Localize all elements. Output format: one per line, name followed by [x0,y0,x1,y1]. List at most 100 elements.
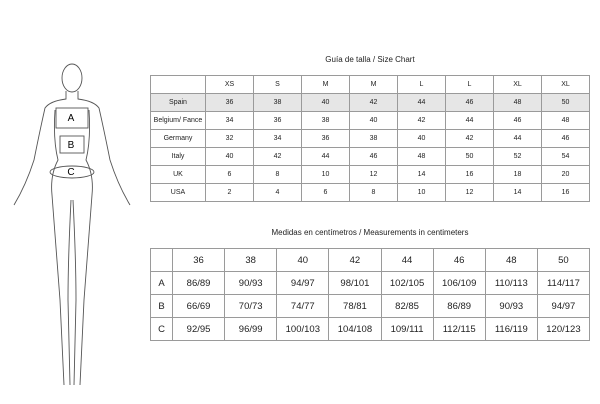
row: Italy 40 42 44 46 48 50 52 54 [150,147,590,166]
cell: 42 [253,147,302,166]
cell: 6 [205,165,254,184]
row: Spain 36 38 40 42 44 46 48 50 [150,93,590,112]
cell: S [253,75,302,94]
row: Belgium/ Fance 34 36 38 40 42 44 46 48 [150,111,590,130]
cell: 52 [493,147,542,166]
cell: L [445,75,494,94]
cell: 40 [301,93,350,112]
cell: 42 [445,129,494,148]
table-title: Medidas en centímetros / Measurements in… [271,228,469,237]
cell: 46 [541,129,590,148]
cell: XS [205,75,254,94]
cell: 106/109 [432,271,486,295]
cell: Spain [150,93,206,112]
cell: 10 [397,183,446,202]
cell: 94/97 [276,271,330,295]
cell: 38 [253,93,302,112]
cell: 36 [205,93,254,112]
cell: Germany [150,129,206,148]
cell: 18 [493,165,542,184]
cell: B [150,294,173,318]
cell: 8 [349,183,398,202]
row: UK 6 8 10 12 14 16 18 20 [150,165,590,184]
cell: 16 [445,165,494,184]
row: B 66/69 70/73 74/77 78/81 82/85 86/89 90/93 94/9… [150,294,591,318]
cell: XL [493,75,542,94]
measurement-table: 36 38 40 42 44 46 48 50 A 86/89 90/93 94/97 98/101 10… [150,248,591,341]
cell: USA [150,183,206,202]
cell: 98/101 [328,271,382,295]
cell: M [349,75,398,94]
label: B [68,140,75,151]
body-figure: A B C [13,63,131,386]
cell: 44 [301,147,350,166]
cell: 94/97 [536,294,591,318]
cell: 48 [541,111,590,130]
cell: 46 [349,147,398,166]
cell: 92/95 [171,317,226,341]
cell: 46 [493,111,542,130]
cell: 44 [493,129,542,148]
cell: 42 [328,248,382,272]
cell: Belgium/ Fance [150,111,206,130]
cell: Italy [150,147,206,166]
cell: A [150,271,173,295]
cell: 34 [253,129,302,148]
cell: 70/73 [224,294,278,318]
cell: 82/85 [380,294,434,318]
cell: 104/108 [328,317,382,341]
cell [150,75,206,94]
label: A [68,113,75,124]
row: Germany 32 34 36 38 40 42 44 46 [150,129,590,148]
cell: 48 [397,147,446,166]
cell: 44 [397,93,446,112]
cell: 114/117 [536,271,591,295]
label: C [67,167,74,178]
cell: 40 [205,147,254,166]
cell: 14 [397,165,446,184]
cell: 46 [432,248,486,272]
cell: 102/105 [380,271,434,295]
cell: 6 [301,183,350,202]
cell: 32 [205,129,254,148]
cell: 16 [541,183,590,202]
cell: 38 [301,111,350,130]
cell: 42 [397,111,446,130]
cell: 109/111 [380,317,434,341]
cell: 86/89 [171,271,226,295]
cell: 12 [445,183,494,202]
cell: XL [541,75,590,94]
cell: 34 [205,111,254,130]
cell: 96/99 [224,317,278,341]
cell: 36 [301,129,350,148]
cell [150,248,173,272]
cell: 36 [171,248,226,272]
cell: 74/77 [276,294,330,318]
cell: 14 [493,183,542,202]
cell: L [397,75,446,94]
cell: UK [150,165,206,184]
row: C 92/95 96/99 100/103 104/108 109/111 112/115 1… [150,317,591,341]
cell: 86/89 [432,294,486,318]
row: A 86/89 90/93 94/97 98/101 102/105 106/109 110/… [150,271,591,295]
cell: 112/115 [432,317,486,341]
cell: 48 [493,93,542,112]
cell: 12 [349,165,398,184]
cell: 116/119 [484,317,538,341]
cell: 38 [349,129,398,148]
cell: 50 [536,248,591,272]
cell: 50 [445,147,494,166]
cell: 54 [541,147,590,166]
cell: 100/103 [276,317,330,341]
cell: 44 [380,248,434,272]
size-table: XS S M M L L XL XL Spain 36 38 40 42 44 46 48 50 Belgium/… [150,75,590,202]
cell: 44 [445,111,494,130]
cell: 36 [253,111,302,130]
cell: 90/93 [484,294,538,318]
cell: 8 [253,165,302,184]
cell: 10 [301,165,350,184]
cell: 48 [484,248,538,272]
cell: 66/69 [171,294,226,318]
cell: 42 [349,93,398,112]
